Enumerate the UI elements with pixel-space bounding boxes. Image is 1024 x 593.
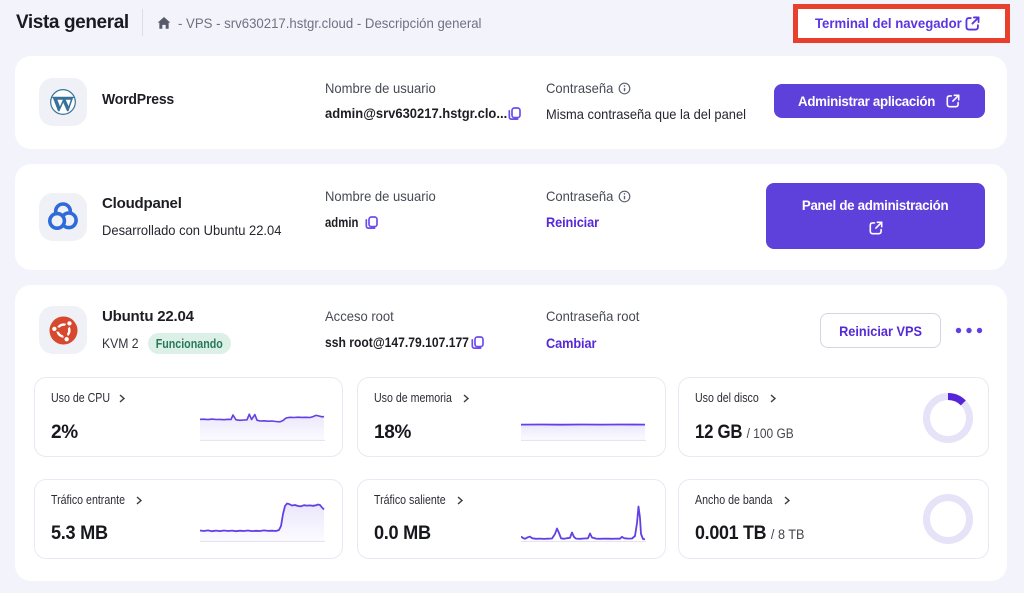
- svg-text:W: W: [51, 92, 75, 116]
